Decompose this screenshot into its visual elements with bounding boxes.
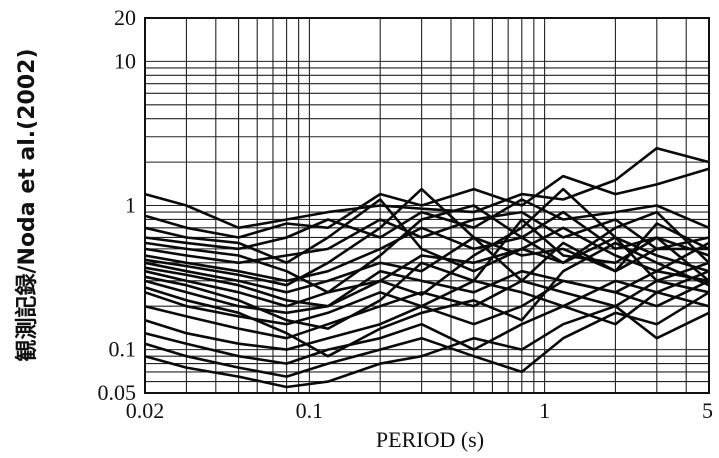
y-tick-label: 10 <box>114 48 136 73</box>
x-tick-label: 0.1 <box>296 398 324 423</box>
series-line-20 <box>144 187 710 308</box>
y-tick-label: 0.1 <box>109 337 137 362</box>
series-line-2 <box>144 167 710 239</box>
plot-frame <box>144 17 710 394</box>
y-tick-label: 1 <box>125 193 136 218</box>
x-axis-title: PERIOD (s) <box>376 427 484 452</box>
x-tick-label: 5 <box>702 398 713 423</box>
series-line-4 <box>144 210 710 265</box>
y-axis-title: 観測記録/Noda et al.(2002) <box>14 49 40 362</box>
data-series-group <box>144 146 710 389</box>
series-line-16 <box>144 204 710 294</box>
series-line-13 <box>144 291 710 378</box>
series-line-5 <box>144 210 710 283</box>
series-line-12 <box>144 291 710 365</box>
y-tick-label: 0.05 <box>98 380 137 405</box>
x-tick-labels: 0.02 0.1 1 5 <box>126 398 713 423</box>
series-line-14 <box>144 304 710 389</box>
series-line-11 <box>144 279 710 351</box>
series-line-1 <box>144 146 710 230</box>
series-line-3 <box>144 198 710 251</box>
y-tick-label: 20 <box>114 5 136 30</box>
series-line-19 <box>144 187 710 287</box>
series-line-17 <box>144 218 710 330</box>
x-tick-label: 1 <box>539 398 550 423</box>
x-tick-label: 0.02 <box>126 398 165 423</box>
series-line-15 <box>144 198 710 273</box>
y-tick-labels: 0.05 0.1 1 10 20 <box>98 5 137 405</box>
series-line-18 <box>144 241 710 358</box>
